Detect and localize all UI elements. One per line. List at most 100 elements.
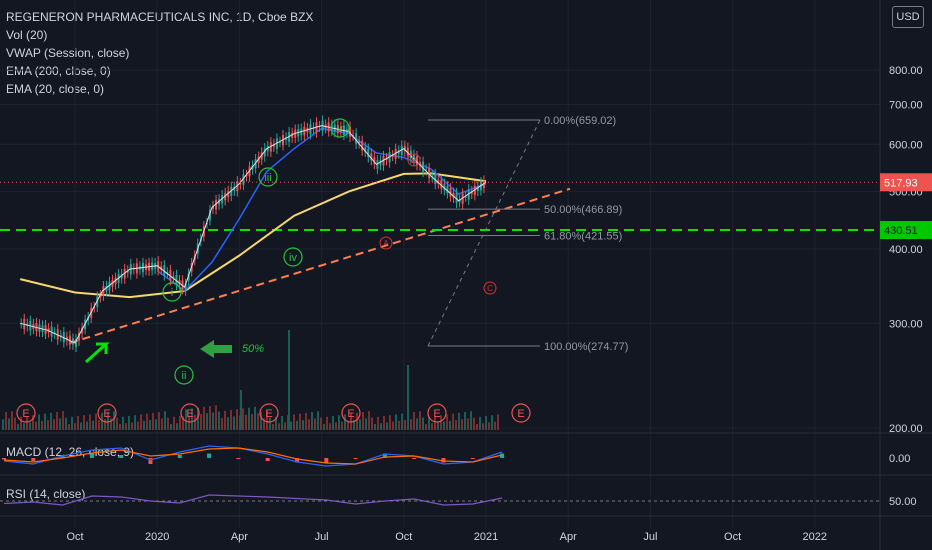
rsi-tick-label: 50.00	[889, 496, 917, 508]
volume-bar	[44, 413, 46, 430]
macd-histogram-bar	[353, 458, 358, 459]
volume-bar	[167, 417, 169, 430]
wave-label-green: iv	[289, 252, 297, 264]
symbol-title[interactable]: REGENERON PHARMACEUTICALS INC, 1D, Cboe …	[6, 10, 314, 24]
candle-body	[373, 157, 376, 164]
volume-bar	[29, 422, 31, 430]
volume-bar	[149, 420, 151, 430]
time-tick-label: 2020	[145, 531, 169, 543]
volume-bar	[482, 423, 484, 430]
volume-bar	[71, 416, 73, 430]
volume-bar	[125, 423, 127, 430]
volume-bar	[458, 412, 460, 430]
volume-bar	[326, 416, 328, 430]
candle-body	[449, 188, 452, 197]
rsi-pane-title[interactable]: RSI (14, close)	[6, 487, 86, 501]
candle-body	[166, 272, 169, 274]
time-tick-label: Oct	[724, 531, 741, 543]
candle-body	[102, 286, 105, 296]
candle-body	[212, 205, 214, 209]
candle-body	[278, 141, 281, 143]
macd-histogram-bar	[500, 453, 505, 458]
volume-bar	[80, 422, 82, 430]
volume-bar	[368, 411, 370, 430]
volume-bar	[218, 411, 220, 430]
last-price-label: 517.93	[884, 177, 918, 189]
volume-bar	[11, 411, 13, 430]
indicator-vwap[interactable]: VWAP (Session, close)	[6, 46, 130, 60]
volume-bar	[374, 424, 376, 430]
time-tick-label: 2022	[803, 531, 827, 543]
volume-bar	[494, 421, 496, 430]
left-arrow-icon	[200, 340, 232, 358]
candle-body	[403, 145, 406, 152]
volume-bar	[53, 419, 55, 430]
earnings-marker-icon	[341, 403, 361, 423]
wave-label-red: B	[411, 156, 416, 165]
volume-bar	[5, 412, 7, 430]
earnings-marker-icon	[16, 403, 36, 423]
time-tick-label: Oct	[395, 531, 412, 543]
volume-bar	[317, 411, 319, 430]
volume-bar	[278, 423, 280, 430]
candle-body	[160, 266, 163, 270]
volume-bar	[200, 414, 202, 430]
volume-bar	[449, 420, 451, 430]
candle-body	[163, 265, 166, 276]
time-tick-label: Apr	[560, 531, 577, 543]
macd-histogram-bar	[324, 458, 329, 463]
candle-body	[175, 274, 178, 285]
candle-body	[123, 268, 126, 279]
volume-bar	[242, 408, 244, 430]
volume-bar	[83, 415, 85, 430]
earnings-marker-label: E	[265, 408, 272, 420]
volume-bar	[47, 420, 49, 430]
candle-body	[239, 183, 242, 185]
volume-bar	[32, 415, 34, 430]
earnings-marker-icon	[259, 403, 279, 423]
candle-body	[452, 192, 455, 198]
candle-body	[236, 181, 239, 192]
volume-bar	[260, 412, 262, 430]
candle-body	[431, 175, 434, 178]
volume-bar	[437, 422, 439, 430]
up-arrow-icon	[84, 342, 110, 364]
volume-bar	[62, 411, 64, 430]
volume-bar	[410, 419, 412, 430]
volume-bar	[203, 406, 205, 430]
volume-bar	[467, 418, 469, 430]
macd-signal-line	[3, 447, 503, 465]
volume-bar	[404, 420, 406, 430]
volume-bar	[461, 419, 463, 430]
volume-bar	[413, 412, 415, 430]
fib-level-label: 0.00%(659.02)	[544, 115, 616, 127]
volume-bar	[209, 406, 211, 430]
volume-bar	[161, 418, 163, 430]
volume-spike	[407, 365, 409, 430]
candle-body	[361, 140, 364, 151]
candle-body	[440, 179, 443, 189]
chart-legend: REGENERON PHARMACEUTICALS INC, 1D, Cboe …	[6, 8, 313, 98]
volume-bar	[233, 416, 235, 430]
volume-bar	[20, 416, 22, 430]
volume-bar	[86, 421, 88, 430]
candle-body	[367, 148, 370, 158]
indicator-ema20[interactable]: EMA (20, close, 0)	[6, 82, 105, 96]
volume-bar	[17, 424, 19, 430]
volume-bar	[8, 418, 10, 430]
wave-label-green: iii	[264, 172, 271, 184]
volume-bar	[401, 413, 403, 430]
volume-bar	[479, 416, 481, 430]
indicator-ema200[interactable]: EMA (200, close, 0)	[6, 64, 111, 78]
volume-bar	[311, 412, 313, 430]
currency-button[interactable]: USD	[892, 6, 924, 28]
macd-pane-title[interactable]: MACD (12, 26, close, 9)	[6, 445, 135, 459]
volume-bar	[272, 424, 274, 430]
candle-body	[187, 273, 190, 281]
indicator-vol[interactable]: Vol (20)	[6, 28, 48, 42]
volume-bar	[38, 414, 40, 430]
trendline	[69, 187, 571, 344]
volume-bar	[131, 422, 133, 430]
candle-body	[181, 280, 184, 290]
